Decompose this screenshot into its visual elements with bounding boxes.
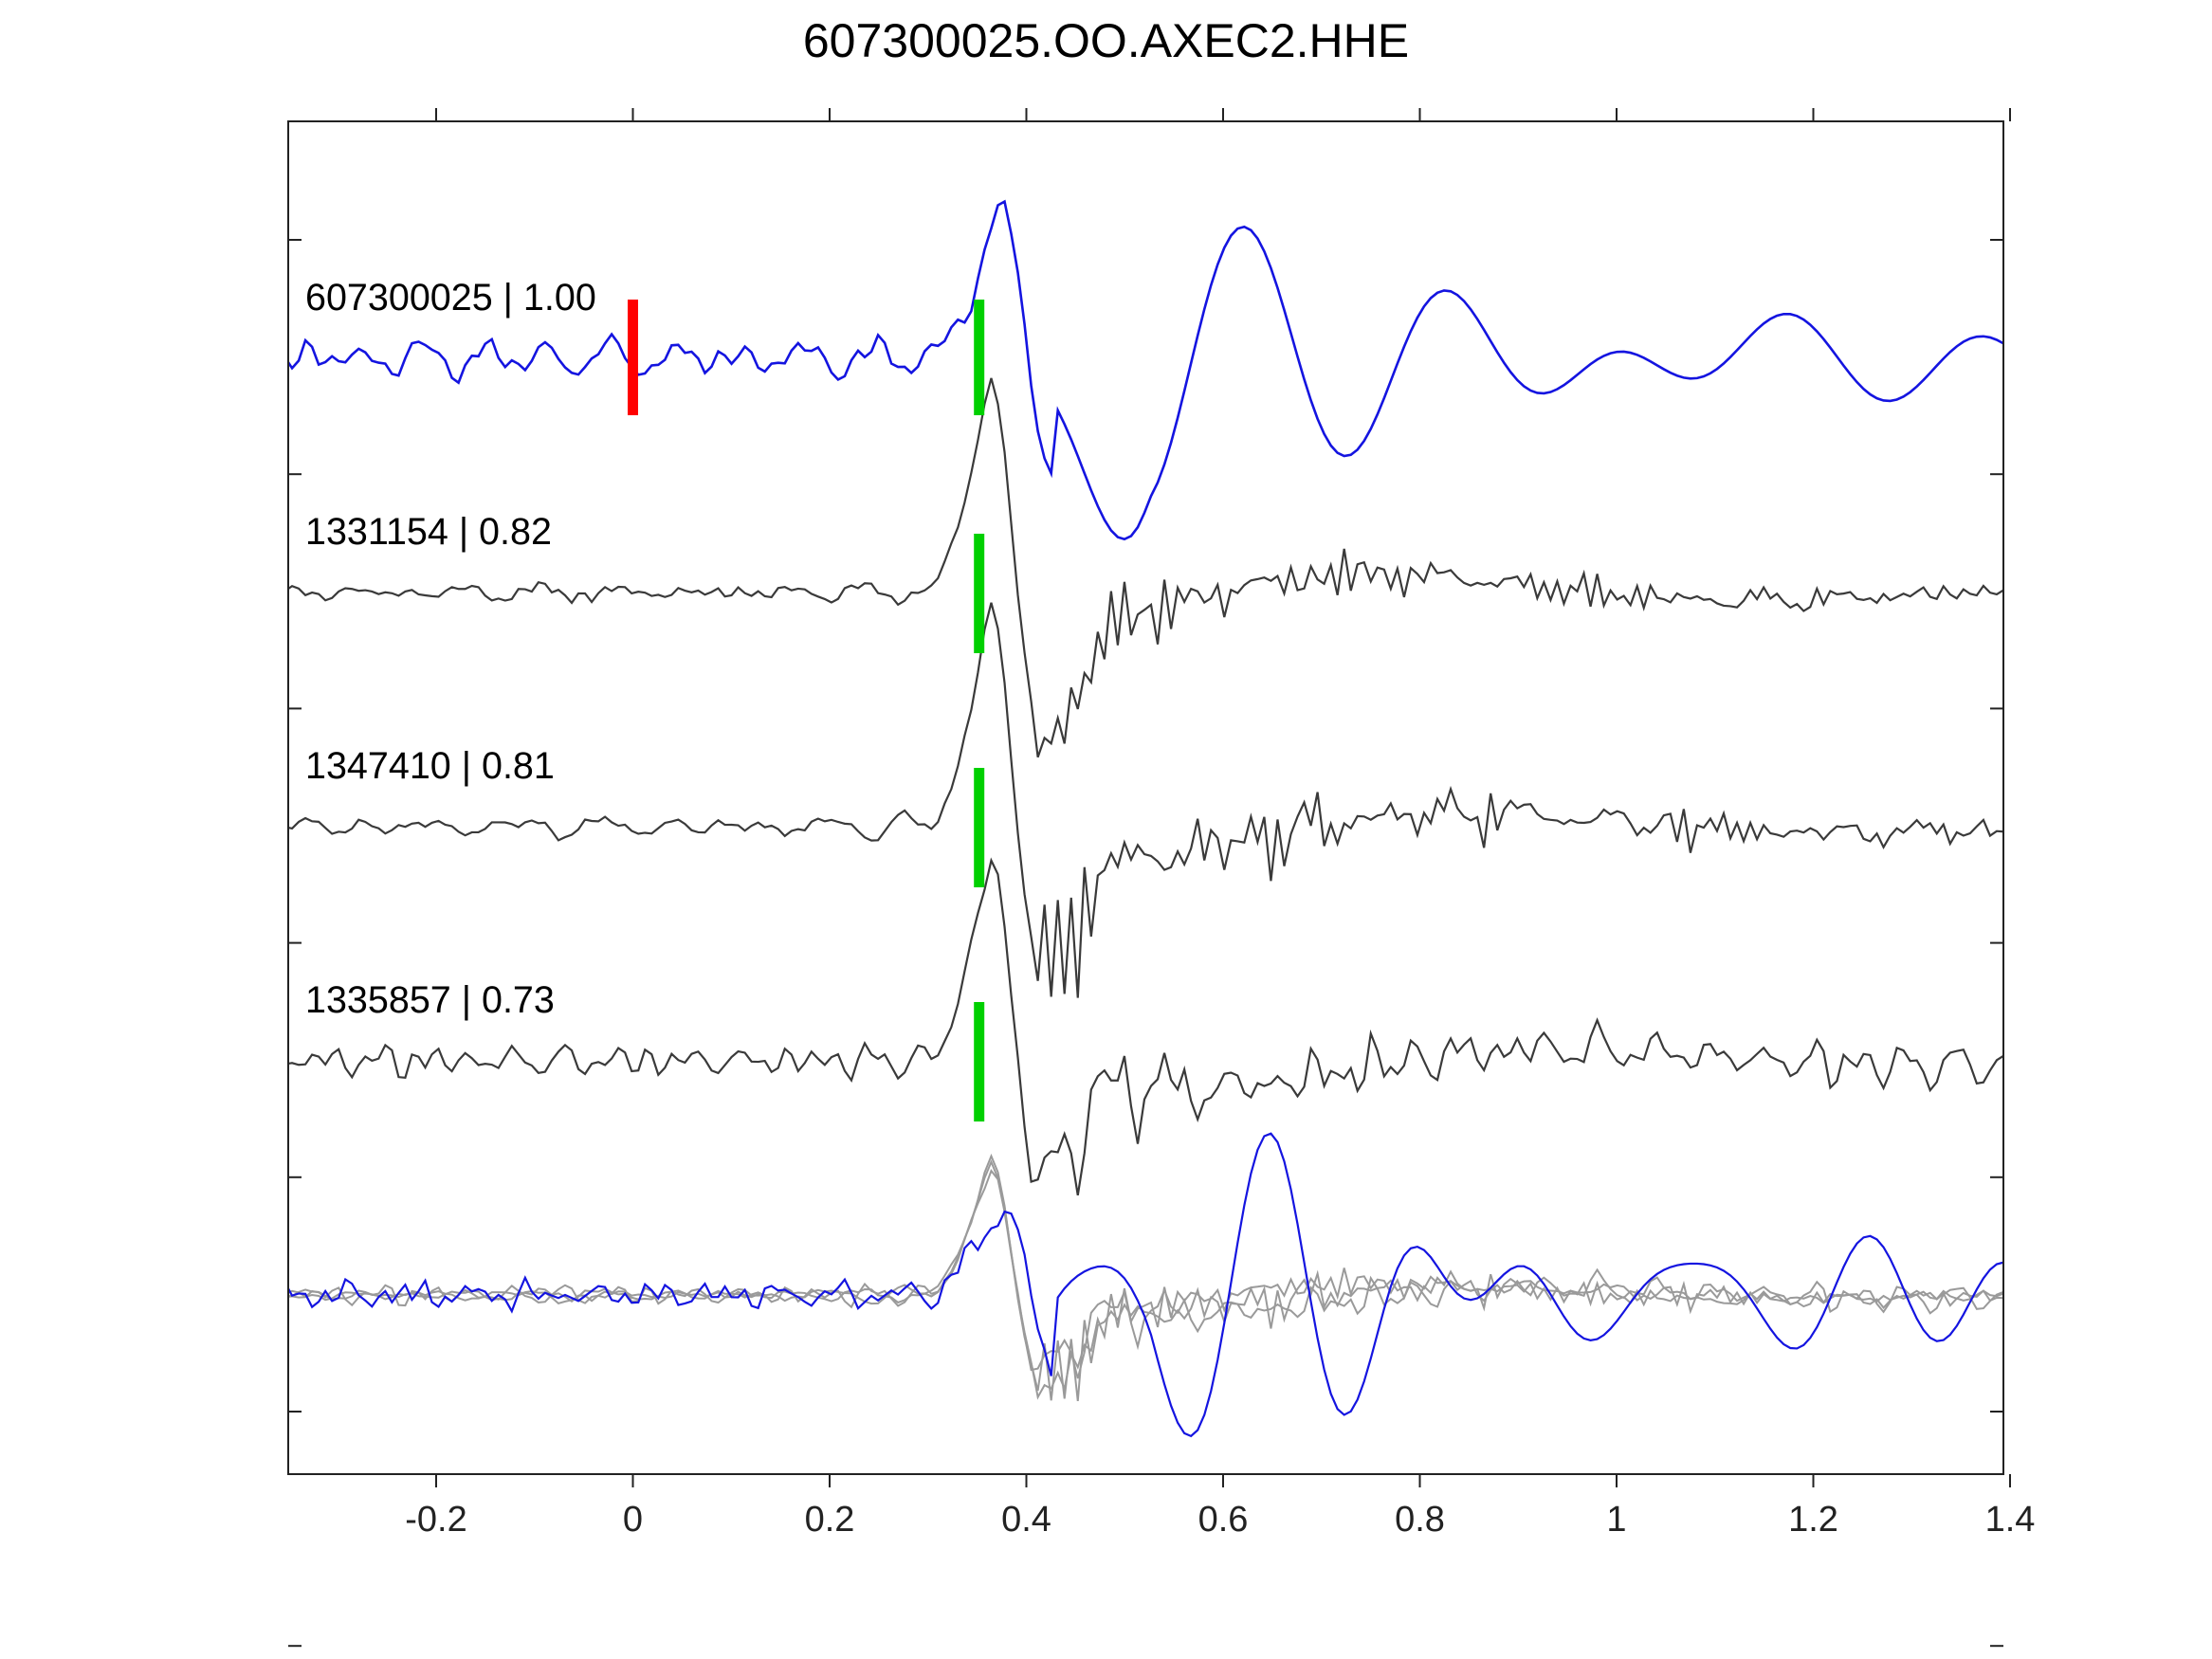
svg-text:1: 1 xyxy=(1606,1500,1626,1540)
svg-text:607300025 | 1.00: 607300025 | 1.00 xyxy=(305,277,596,319)
svg-text:1331154 | 0.82: 1331154 | 0.82 xyxy=(305,511,552,553)
svg-text:-0.2: -0.2 xyxy=(405,1500,466,1540)
svg-text:0.4: 0.4 xyxy=(1001,1500,1051,1540)
svg-text:0.8: 0.8 xyxy=(1395,1500,1445,1540)
svg-text:0.6: 0.6 xyxy=(1198,1500,1249,1540)
svg-text:0.2: 0.2 xyxy=(805,1500,855,1540)
svg-text:1.2: 1.2 xyxy=(1788,1500,1838,1540)
svg-text:1335857 | 0.73: 1335857 | 0.73 xyxy=(305,979,555,1021)
svg-text:1.4: 1.4 xyxy=(1985,1500,2036,1540)
svg-text:1347410 | 0.81: 1347410 | 0.81 xyxy=(305,745,555,787)
svg-text:0: 0 xyxy=(623,1500,643,1540)
